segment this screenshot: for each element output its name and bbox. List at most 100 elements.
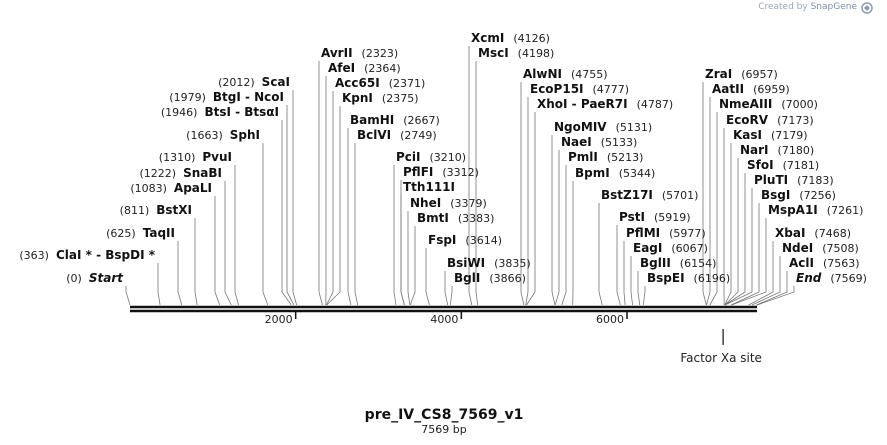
site-position-bsiwi: (3835) <box>494 257 531 270</box>
site-leader-bsgi <box>730 203 760 306</box>
site-leader-xbai <box>748 241 774 306</box>
site-leader-bstz17i <box>598 203 603 306</box>
site-leader-alwni <box>520 82 525 306</box>
ruler-tick-label: 2000 <box>265 313 293 326</box>
site-position-bspei: (6196) <box>694 272 731 285</box>
site-position-fspi: (3614) <box>465 234 502 247</box>
site-position-kpni: (2375) <box>382 92 419 105</box>
site-leader-btgi-ncoi <box>286 105 295 306</box>
site-position-sfoi: (7181) <box>783 159 820 172</box>
site-name-pcii: PciI <box>396 150 421 164</box>
site-name-nhei: NheI <box>410 196 441 210</box>
site-position-zrai: (6957) <box>741 68 778 81</box>
site-leader-avrii <box>318 61 323 306</box>
ruler-ticks: 2000 4000 6000 <box>265 312 628 326</box>
snapgene-logo-icon <box>861 2 873 14</box>
site-name-eagi: EagI <box>633 241 662 255</box>
site-position-pmli: (5213) <box>607 151 644 164</box>
site-leader-pcii <box>393 165 397 306</box>
site-name-bsgi: BsgI <box>761 188 790 202</box>
site-name-bstxi: BstXI <box>156 203 192 217</box>
site-name-bstz17i: BstZ17I <box>601 188 653 202</box>
site-position-xhoi-paer7i: (4787) <box>637 98 674 111</box>
site-position-pluti: (7183) <box>797 174 834 187</box>
site-position-btgi-ncoi: (1979) <box>169 91 206 104</box>
site-leader-zrai <box>702 82 707 306</box>
factor-xa-site-label: Factor Xa site <box>680 351 762 365</box>
site-name-btgi-ncoi: BtgI - NcoI <box>213 90 284 104</box>
site-leader-lines <box>125 46 795 306</box>
site-name-alwni: AlwNI <box>523 67 562 81</box>
sequence-length: 7569 bp <box>421 423 466 436</box>
site-position-pvui: (1310) <box>159 151 196 164</box>
site-position-nhei: (3379) <box>450 197 487 210</box>
site-name-acc65i: Acc65I <box>335 76 380 90</box>
site-name-fspi: FspI <box>428 233 456 247</box>
site-leader-bgli <box>449 286 453 306</box>
site-name-bglii: BglII <box>640 256 671 270</box>
site-position-naei: (5133) <box>601 136 638 149</box>
site-leader-nhei <box>407 211 411 306</box>
site-name-bamhi: BamHI <box>350 113 394 127</box>
site-name-mspa1i: MspA1I <box>768 203 818 217</box>
site-name-bgli: BglI <box>454 271 480 285</box>
site-leader-kasi <box>724 143 732 306</box>
site-position-ecop15i: (4777) <box>593 83 630 96</box>
site-leader-scai <box>292 90 298 306</box>
site-position-pflmi: (5977) <box>669 227 706 240</box>
site-name-pluti: PluTI <box>754 173 788 187</box>
site-position-pflfi: (3312) <box>442 166 479 179</box>
site-name-ngomiv: NgoMIV <box>554 120 607 134</box>
site-name-ecop15i: EcoP15I <box>530 82 584 96</box>
site-name-pflfi: PflFI <box>403 165 433 179</box>
site-leader-sphi <box>262 143 269 306</box>
site-name-bclvi: BclVI <box>357 128 391 142</box>
site-position-nari: (7180) <box>778 144 815 157</box>
watermark-prefix: Created by <box>758 2 808 12</box>
site-leader-msci <box>475 61 479 306</box>
site-name-btsi-bts-i: BtsI - BtsαI <box>204 105 279 119</box>
site-name-pflmi: PflMI <box>626 226 660 240</box>
site-position-aatii: (6959) <box>753 83 790 96</box>
sequence-title: pre_IV_CS8_7569_v1 <box>365 407 524 423</box>
site-position-afei: (2364) <box>364 62 401 75</box>
site-name-nari: NarI <box>740 143 769 157</box>
site-leader-sfoi <box>724 173 746 306</box>
watermark: Created by SnapGene <box>758 2 857 12</box>
site-position-eagi: (6067) <box>671 242 708 255</box>
site-name-kasi: KasI <box>733 128 762 142</box>
site-position-alwni: (4755) <box>571 68 608 81</box>
site-position-scai: (2012) <box>218 76 255 89</box>
site-name-kpni: KpnI <box>342 91 373 105</box>
site-leader-nmeaiii <box>709 112 718 306</box>
site-leader-ngomiv <box>551 135 556 306</box>
site-position-nmeaiii: (7000) <box>781 98 818 111</box>
site-position-bamhi: (2667) <box>403 114 440 127</box>
site-name-zrai: ZraI <box>705 67 732 81</box>
site-leader-end <box>756 286 795 306</box>
site-position-psti: (5919) <box>654 211 691 224</box>
site-name-bsiwi: BsiWI <box>447 256 485 270</box>
site-position-acli: (7563) <box>823 257 860 270</box>
site-position-mspa1i: (7261) <box>827 204 864 217</box>
site-leader-tth111i <box>400 195 405 306</box>
site-leader-pluti <box>724 188 753 306</box>
site-name-xcmi: XcmI <box>471 31 504 45</box>
site-leader-bmti <box>409 226 416 306</box>
site-name-acli: AclI <box>789 256 814 270</box>
site-position-avrii: (2323) <box>362 47 399 60</box>
site-name-bpmi: BpmI <box>575 166 610 180</box>
site-position-ndei: (7508) <box>822 242 859 255</box>
site-name-aatii: AatII <box>712 82 744 96</box>
site-leader-xcmi <box>468 46 473 306</box>
site-name-tth111i: Tth111I <box>403 180 455 194</box>
site-name-sfoi: SfoI <box>747 158 774 172</box>
site-leader-pmli <box>561 165 567 306</box>
site-leader-pflfi <box>400 180 405 306</box>
site-name-ecorv: EcoRV <box>726 113 769 127</box>
site-name-naei: NaeI <box>561 135 592 149</box>
site-leader-eagi <box>630 256 633 306</box>
site-name-scai: ScaI <box>262 75 290 89</box>
site-position-bgli: (3866) <box>489 272 526 285</box>
